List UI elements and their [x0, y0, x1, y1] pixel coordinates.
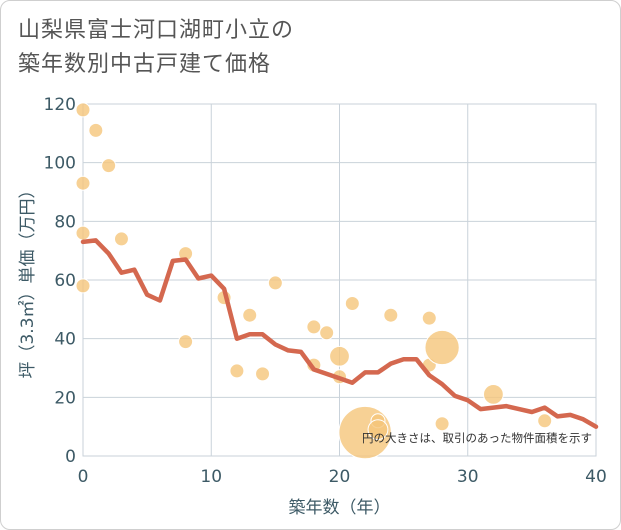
bubble-point: [319, 325, 335, 341]
bubble-point: [88, 122, 104, 138]
bubble-point: [75, 278, 91, 294]
x-tick-label: 0: [78, 467, 89, 487]
bubble-point: [267, 275, 283, 291]
y-axis-label: 坪（3.3㎡）単価（万円）: [18, 181, 38, 378]
x-axis-label: 築年数（年）: [289, 498, 391, 518]
chart-title-line-2: 築年数別中古戸建て価格: [18, 52, 272, 77]
axis-ticks: 0 20 40 60 80 100 120 0 10 20 30 40: [44, 95, 607, 487]
bubble-point: [75, 175, 91, 191]
bubble-point: [75, 225, 91, 241]
bubble-point: [242, 307, 258, 323]
average-line: [80, 238, 599, 429]
bubble-point: [101, 158, 117, 174]
bubble-series: [75, 102, 553, 460]
bubble-point: [344, 295, 360, 311]
x-tick-label: 30: [457, 467, 479, 487]
y-tick-label: 20: [54, 388, 76, 408]
chart-title: 山梨県富士河口湖町小立の 築年数別中古戸建て価格: [18, 14, 294, 82]
bubble-point: [75, 102, 91, 118]
y-tick-label: 80: [54, 212, 76, 232]
bubble-point: [367, 419, 389, 440]
x-tick-label: 20: [329, 467, 351, 487]
chart-title-line-1: 山梨県富士河口湖町小立の: [18, 18, 295, 43]
bubble-point: [421, 310, 437, 326]
x-tick-label: 40: [585, 467, 607, 487]
bubble-point: [306, 319, 322, 335]
bubble-point: [178, 334, 194, 350]
bubble-point: [424, 329, 460, 366]
average-line-series: [80, 238, 599, 429]
x-tick-label: 10: [200, 467, 222, 487]
bubble-size-note: 円の大きさは、取引のあった物件面積を示す: [362, 431, 592, 445]
y-tick-label: 40: [54, 330, 76, 350]
bubble-point: [229, 363, 245, 379]
bubble-point: [255, 366, 271, 382]
y-tick-label: 0: [65, 447, 76, 467]
bubble-point: [537, 413, 553, 429]
bubble-point: [483, 384, 504, 405]
bubble-point: [113, 231, 129, 247]
y-tick-label: 120: [44, 95, 76, 115]
y-tick-label: 60: [54, 271, 76, 291]
bubble-point: [383, 307, 399, 323]
bubble-point: [329, 345, 350, 367]
bubble-point: [434, 416, 450, 432]
y-tick-label: 100: [44, 154, 76, 174]
chart-grid: [82, 103, 597, 457]
